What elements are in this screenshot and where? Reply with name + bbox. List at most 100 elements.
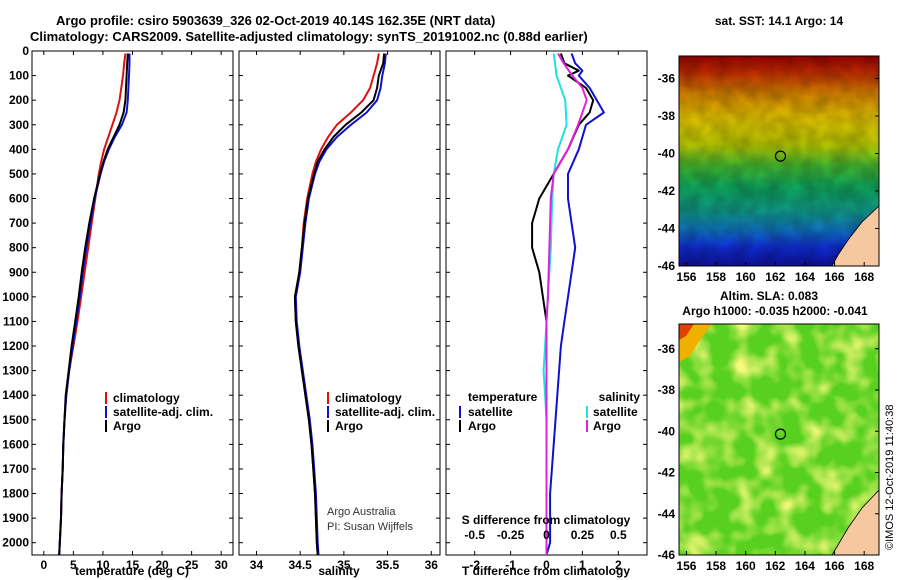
x-tick-label: 36 [425,558,439,572]
lon-tick-label: 158 [706,270,726,284]
title-line-2: Climatology: CARS2009. Satellite-adjuste… [30,29,588,44]
depth-tick-label: 1800 [2,487,29,501]
difference-legend: temperature satellite Argo salinity sate… [459,390,641,433]
lon-tick-label: 168 [854,270,874,284]
x-tick-label: 25 [185,558,199,572]
legend-t-satellite-label: satellite [468,405,513,419]
lon-tick-label: 162 [765,559,785,573]
legend-climatology-label: climatology [113,391,180,405]
lon-tick-label: 164 [795,559,815,573]
series-line-argo [293,53,386,556]
depth-tick-label: 1200 [2,339,29,353]
annotation-pi: PI: Susan Wijffels [327,521,413,533]
depth-tick-label: 2000 [2,536,29,550]
imos-credit: ©IMOS 12-Oct-2019 11:40:38 [884,405,896,550]
t-difference-xlabel: T difference from climatology [462,564,630,578]
lat-tick-label: -38 [658,383,676,397]
temperature-plot-frame [31,50,234,556]
legend-satellite-label: satellite-adj. clim. [335,405,435,419]
x-tick-label: 20 [155,558,169,572]
lon-tick-label: 166 [825,270,845,284]
depth-tick-label: 600 [9,192,29,206]
lat-tick-label: -38 [658,109,676,123]
land-new-zealand [831,205,879,266]
legend-t-argo-label: Argo [468,419,496,433]
argo-float-marker [774,428,787,440]
x-tick-label: -2 [469,558,480,572]
x-tick-label: 35.5 [376,558,400,572]
salinity-legend: climatology satellite-adj. clim. Argo [327,391,435,433]
difference-panel: -2 -1 0 1 2 temperature satellite Argo salin… [445,50,648,578]
depth-tick-label: 1900 [2,511,29,525]
depth-tick-label: 700 [9,216,29,230]
depth-tick-label: 1400 [2,388,29,402]
land-new-zealand [831,489,879,555]
depth-tick-label: 100 [9,69,29,83]
s-tick-label: 0.5 [610,528,627,542]
x-tick-label: 34.5 [288,558,312,572]
legend-argo-label: Argo [335,419,363,433]
depth-tick-label: 1600 [2,437,29,451]
legend-temperature-title: temperature [468,390,538,404]
x-tick-label: -1 [505,558,516,572]
s-tick-label: -0.5 [464,528,485,542]
depth-tick-label: 0 [22,44,29,58]
lon-tick-label: 156 [676,559,696,573]
lon-tick-label: 166 [825,559,845,573]
x-tick-label: 34 [250,558,264,572]
temperature-xlabel: temperature (deg C) [75,564,189,578]
x-tick-label: 0 [40,558,47,572]
lon-tick-label: 168 [854,559,874,573]
sst-map: sat. SST: 14.1 Argo: 14 -36 -38 -40 -42 -44 -… [658,14,880,284]
depth-tick-label: 1700 [2,462,29,476]
depth-tick-label: 1100 [3,314,29,328]
sla-map-title: Altim. SLA: 0.083 [720,289,818,303]
depth-tick-label: 800 [9,241,29,255]
temperature-legend: climatology satellite-adj. clim. Argo [105,391,213,433]
legend-salinity-title: salinity [599,390,641,404]
depth-tick-label: 400 [9,142,29,156]
legend-satellite-label: satellite-adj. clim. [113,405,213,419]
s-tick-label: 0 [543,528,550,542]
series-line-s-argo [545,52,588,555]
depth-tick-label: 900 [9,265,29,279]
x-tick-label: 35 [337,558,351,572]
legend-argo-label: Argo [113,419,141,433]
depth-tick-label: 300 [9,118,29,132]
lon-tick-label: 156 [676,270,696,284]
lon-tick-label: 160 [736,270,756,284]
depth-tick-label: 200 [9,93,29,107]
lon-tick-label: 162 [765,270,785,284]
lat-tick-label: -46 [658,548,676,562]
legend-s-argo-label: Argo [593,419,621,433]
lat-tick-label: -40 [658,424,676,438]
sst-map-title: sat. SST: 14.1 Argo: 14 [715,14,844,28]
lat-tick-label: -44 [658,222,676,236]
depth-tick-label: 1500 [2,413,29,427]
x-tick-label: 1 [579,558,586,572]
x-tick-label: 30 [214,558,228,572]
lon-tick-label: 158 [706,559,726,573]
sla-map: Altim. SLA: 0.083 Argo h1000: -0.035 h20… [658,289,880,573]
x-tick-label: 2 [615,558,622,572]
legend-climatology-label: climatology [335,391,402,405]
lat-tick-label: -40 [658,147,676,161]
sst-map-frame [678,55,880,267]
annotation-argo-australia: Argo Australia [327,506,396,518]
sla-map-frame [678,323,880,556]
argo-float-marker [774,150,787,162]
salinity-xlabel: salinity [318,564,360,578]
depth-tick-label: 1000 [2,290,29,304]
series-line-argo [58,53,129,556]
lon-tick-label: 164 [795,270,815,284]
lat-tick-label: -42 [658,466,676,480]
s-tick-label: -0.25 [497,528,525,542]
lon-tick-label: 160 [736,559,756,573]
x-tick-label: 0 [543,558,550,572]
s-difference-label: S difference from climatology [462,513,631,527]
lat-tick-label: -46 [658,259,676,273]
sla-map-subtitle: Argo h1000: -0.035 h2000: -0.041 [682,304,868,318]
lat-tick-label: -44 [658,507,676,521]
lat-tick-label: -42 [658,184,676,198]
